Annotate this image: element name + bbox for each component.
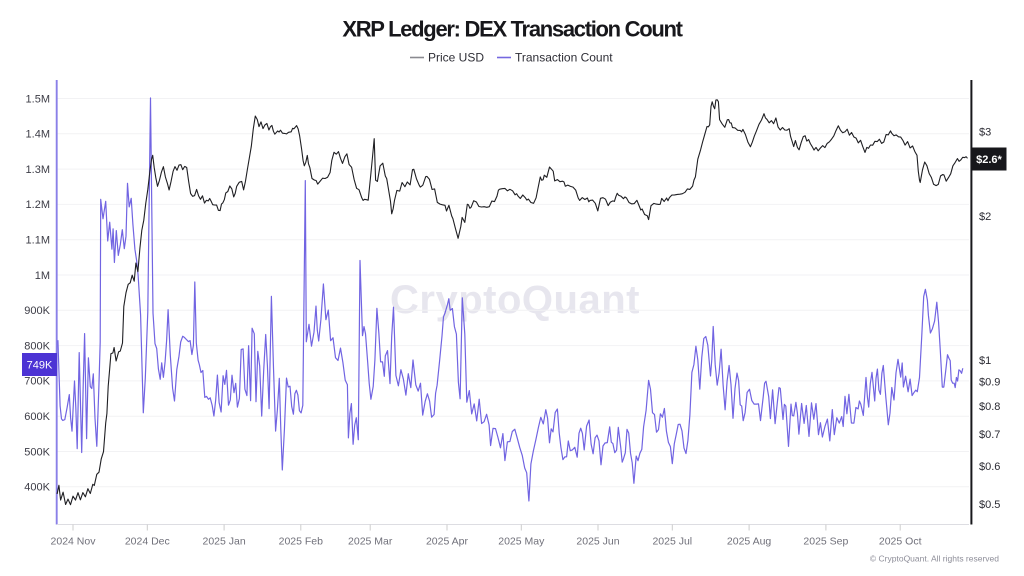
svg-text:2025 Jun: 2025 Jun — [576, 536, 619, 548]
svg-text:2025 Sep: 2025 Sep — [803, 536, 848, 548]
svg-text:2025 Apr: 2025 Apr — [426, 536, 469, 548]
svg-text:$0.5: $0.5 — [979, 499, 1000, 511]
svg-text:$0.7: $0.7 — [979, 429, 1000, 441]
svg-text:1.1M: 1.1M — [26, 235, 50, 247]
svg-text:2025 Oct: 2025 Oct — [879, 536, 922, 548]
svg-text:$2.6*: $2.6* — [976, 154, 1002, 166]
svg-text:2024 Nov: 2024 Nov — [51, 536, 97, 548]
svg-text:2025 Jul: 2025 Jul — [652, 536, 692, 548]
svg-text:800K: 800K — [24, 340, 50, 352]
svg-text:2025 Aug: 2025 Aug — [727, 536, 772, 548]
svg-text:$1: $1 — [979, 355, 991, 367]
svg-text:1.2M: 1.2M — [26, 199, 50, 211]
svg-text:2024 Dec: 2024 Dec — [125, 536, 170, 548]
svg-text:$0.6: $0.6 — [979, 461, 1000, 473]
svg-text:1M: 1M — [35, 270, 50, 282]
svg-text:Price USD: Price USD — [428, 51, 484, 65]
svg-text:Transaction Count: Transaction Count — [515, 51, 613, 65]
svg-text:500K: 500K — [24, 446, 50, 458]
svg-text:749K: 749K — [27, 360, 53, 372]
svg-text:CryptoQuant: CryptoQuant — [390, 278, 640, 322]
svg-text:$2: $2 — [979, 211, 991, 223]
svg-text:2025 Mar: 2025 Mar — [348, 536, 393, 548]
svg-text:700K: 700K — [24, 376, 50, 388]
svg-text:$0.9: $0.9 — [979, 377, 1000, 389]
svg-text:© CryptoQuant. All rights rese: © CryptoQuant. All rights reserved — [870, 554, 999, 564]
svg-text:2025 May: 2025 May — [498, 536, 545, 548]
svg-text:$3: $3 — [979, 127, 991, 139]
svg-text:1.5M: 1.5M — [26, 93, 50, 105]
svg-text:XRP Ledger: DEX Transaction Co: XRP Ledger: DEX Transaction Count — [342, 17, 683, 42]
svg-text:$0.8: $0.8 — [979, 401, 1000, 413]
svg-text:2025 Feb: 2025 Feb — [279, 536, 324, 548]
svg-text:900K: 900K — [24, 305, 50, 317]
svg-text:1.4M: 1.4M — [26, 129, 50, 141]
svg-text:1.3M: 1.3M — [26, 164, 50, 176]
svg-text:400K: 400K — [24, 482, 50, 494]
svg-text:2025 Jan: 2025 Jan — [202, 536, 245, 548]
svg-text:600K: 600K — [24, 411, 50, 423]
